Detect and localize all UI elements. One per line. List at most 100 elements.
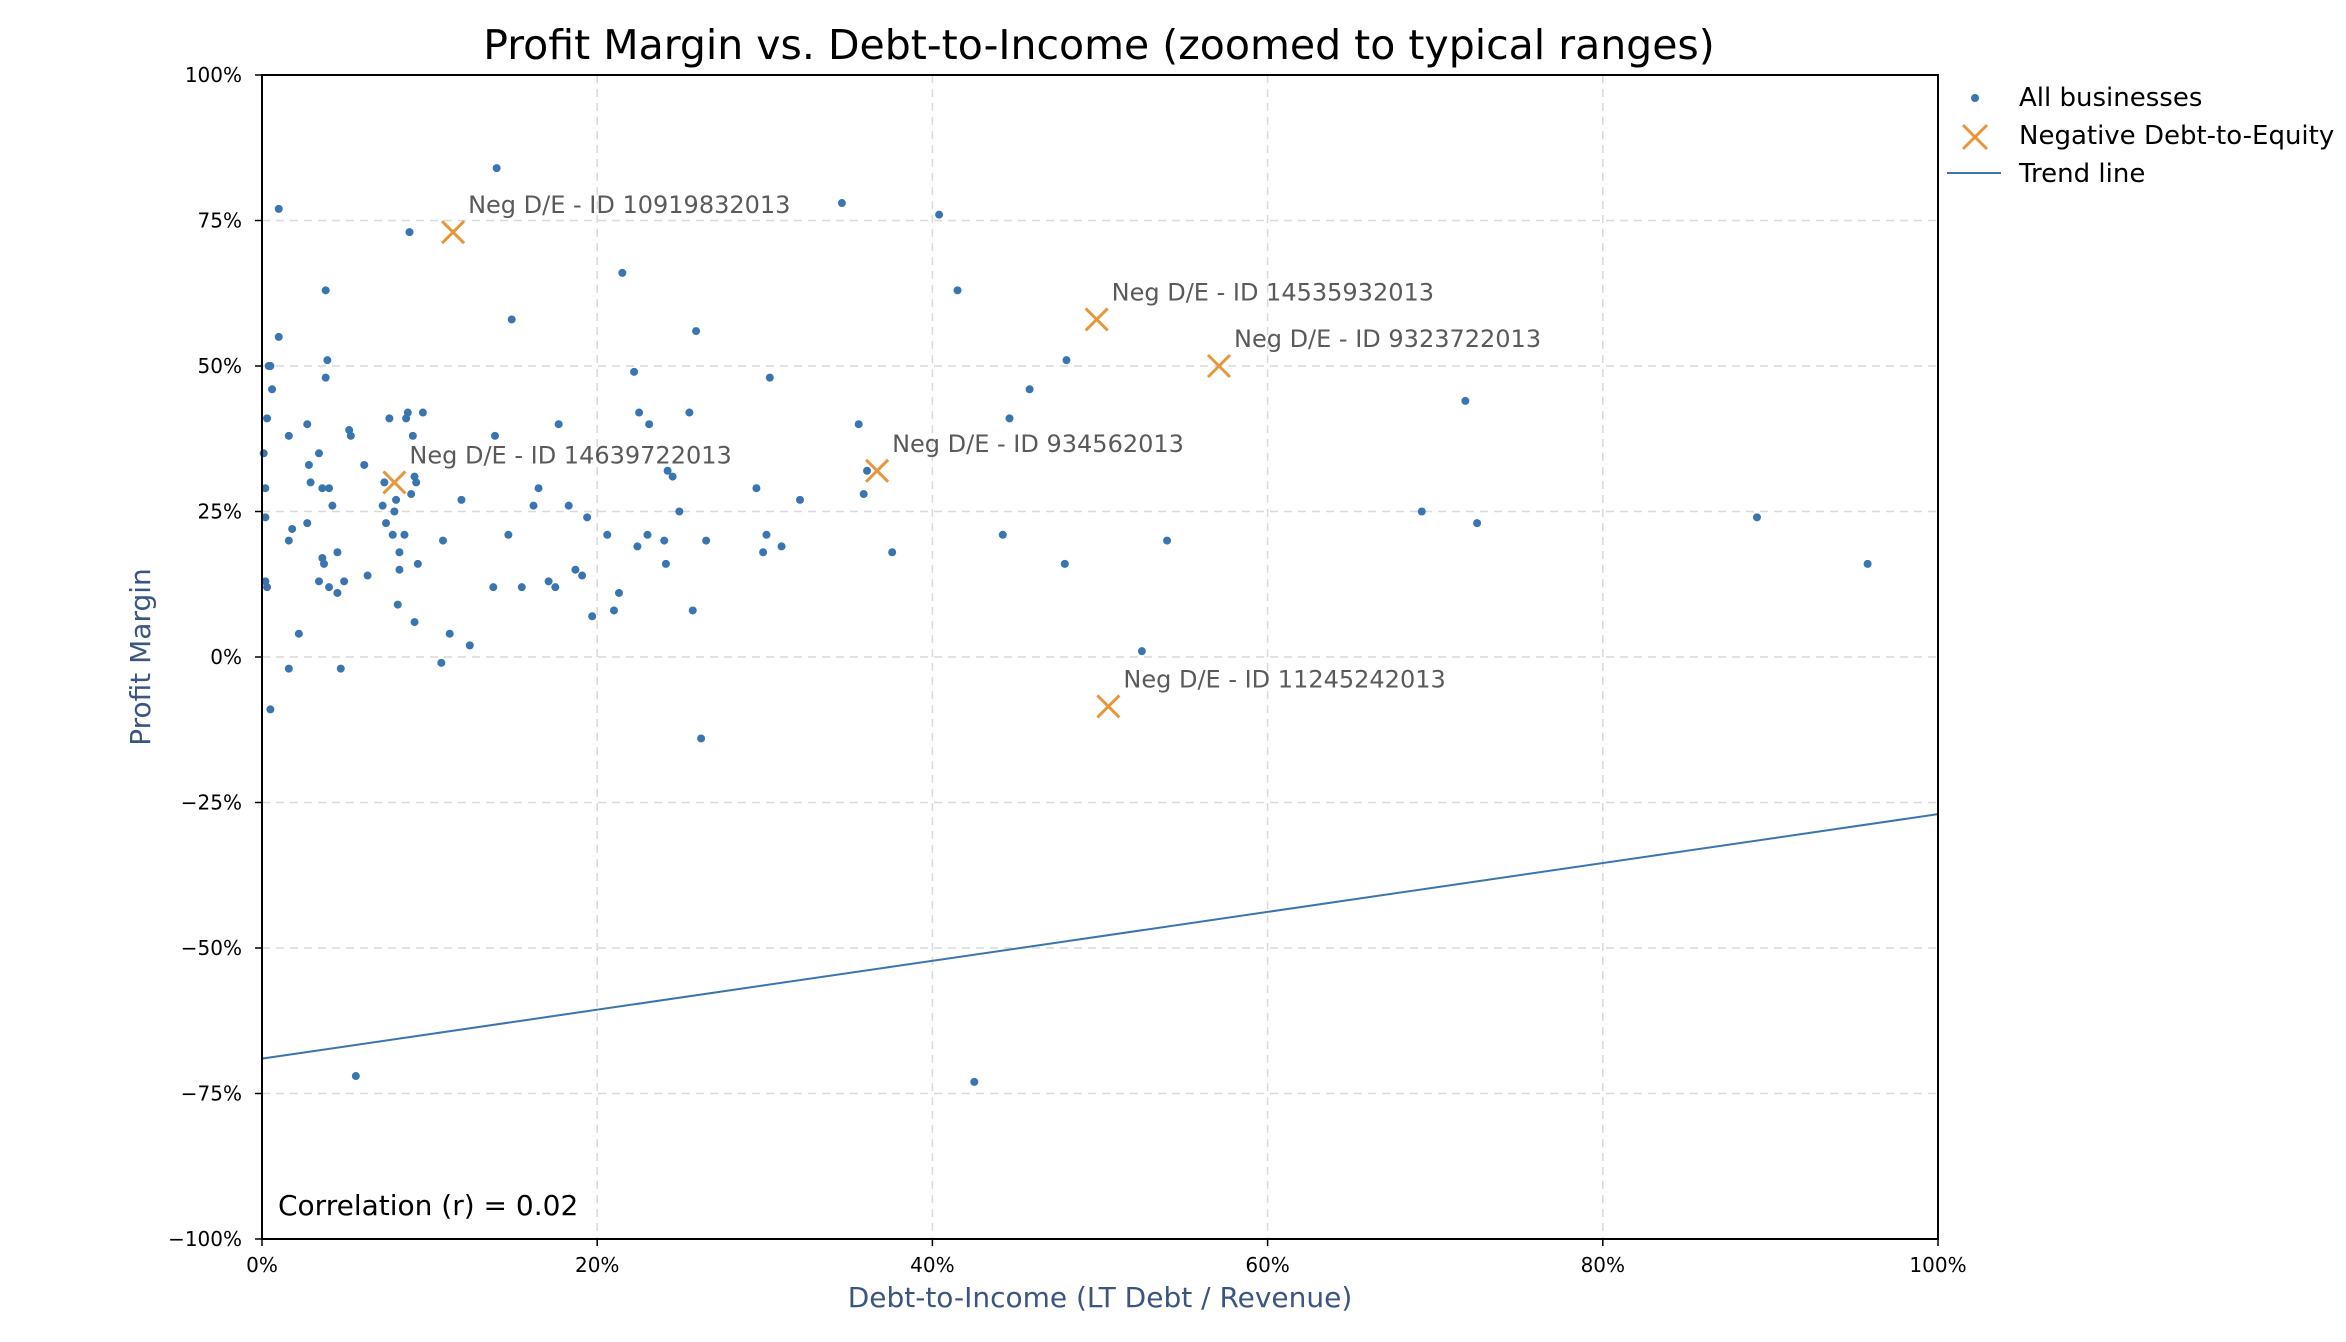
data-point [418, 408, 427, 417]
y-tick-label: 0% [210, 645, 242, 669]
y-tick-label: −50% [181, 936, 242, 960]
x-tick-label: 100% [1909, 1253, 1966, 1277]
data-point [935, 210, 944, 219]
data-point [675, 507, 684, 516]
data-point [360, 460, 369, 469]
data-point [388, 530, 397, 539]
data-point [507, 315, 516, 324]
data-point [1752, 513, 1761, 522]
legend-dot-icon [1971, 94, 1979, 102]
data-point [382, 519, 391, 528]
data-point [970, 1077, 979, 1086]
data-point [795, 495, 804, 504]
data-point [777, 542, 786, 551]
neg-de-annotation: Neg D/E - ID 14535932013 [1112, 278, 1434, 306]
neg-de-marker [1206, 353, 1232, 379]
chart-title: Profit Margin vs. Debt-to-Income (zoomed… [483, 21, 1715, 69]
data-point [261, 484, 270, 493]
data-point [609, 606, 618, 615]
data-point [263, 583, 272, 592]
x-tick-label: 60% [1245, 1253, 1289, 1277]
all-businesses-points [259, 164, 1872, 1086]
data-point [288, 524, 297, 533]
legend-label-trend: Trend line [2018, 159, 2145, 189]
data-point [529, 501, 538, 510]
data-point [363, 571, 372, 580]
x-tick-label: 20% [575, 1253, 619, 1277]
x-axis-label: Debt-to-Income (LT Debt / Revenue) [848, 1281, 1353, 1314]
data-point [274, 204, 283, 213]
negative-de-markers [382, 220, 1232, 719]
data-point [688, 606, 697, 615]
neg-de-annotation: Neg D/E - ID 10919832013 [468, 191, 790, 219]
data-point [1005, 414, 1014, 423]
data-point [1137, 647, 1146, 656]
data-point [328, 501, 337, 510]
data-point [380, 478, 389, 487]
data-point [489, 583, 498, 592]
data-point [953, 286, 962, 295]
data-point [668, 472, 677, 481]
data-point [405, 228, 414, 237]
plot-frame [261, 74, 1939, 1240]
data-point [314, 577, 323, 586]
data-point [410, 618, 419, 627]
neg-de-marker [382, 470, 407, 495]
data-point [517, 583, 526, 592]
data-point [325, 484, 334, 493]
data-point [266, 362, 275, 370]
data-point [765, 373, 774, 382]
y-tick-label: 50% [198, 354, 242, 378]
data-point [618, 268, 627, 277]
data-point [268, 385, 277, 394]
data-point [437, 658, 446, 667]
data-point [392, 495, 401, 504]
y-tick-label: −100% [168, 1227, 242, 1251]
data-point [492, 164, 501, 173]
data-point [284, 664, 293, 673]
data-point [1163, 536, 1172, 545]
data-point [1060, 559, 1069, 568]
y-tick-label: 75% [198, 209, 242, 233]
data-point [318, 484, 327, 493]
data-point [888, 548, 897, 557]
data-point [439, 536, 448, 545]
data-point [284, 431, 293, 440]
data-point [294, 629, 303, 638]
data-point [259, 449, 268, 458]
data-point [685, 408, 694, 417]
correlation-annotation: Correlation (r) = 0.02 [278, 1189, 578, 1222]
data-point [403, 408, 412, 417]
trend-line [261, 813, 1939, 1060]
data-point [395, 565, 404, 574]
x-tick-label: 80% [1581, 1253, 1625, 1277]
data-point [413, 559, 422, 568]
y-axis-ticks: 100% 75% 50% 25% 0% −25% −50% −75% −100% [168, 63, 262, 1251]
data-point [333, 588, 342, 597]
data-point [445, 629, 454, 638]
data-point [645, 420, 654, 429]
data-point [854, 420, 863, 429]
data-point [1461, 396, 1470, 405]
data-point [346, 431, 355, 440]
data-point [314, 449, 323, 458]
neg-de-annotation: Neg D/E - ID 934562013 [892, 430, 1184, 458]
data-point [412, 478, 421, 487]
data-point [1473, 519, 1482, 528]
data-point [551, 583, 560, 592]
data-point [660, 536, 669, 545]
data-point [571, 565, 580, 574]
data-point [583, 513, 592, 522]
data-point [351, 1072, 360, 1081]
data-point [837, 199, 846, 208]
y-tick-label: 25% [198, 500, 242, 524]
data-point [762, 530, 771, 539]
data-point [1025, 385, 1034, 394]
neg-de-marker [441, 220, 466, 245]
data-point [1417, 507, 1426, 516]
y-tick-label: −75% [181, 1082, 242, 1106]
data-point [614, 588, 623, 597]
data-point [692, 327, 701, 336]
neg-de-marker [1096, 694, 1121, 719]
